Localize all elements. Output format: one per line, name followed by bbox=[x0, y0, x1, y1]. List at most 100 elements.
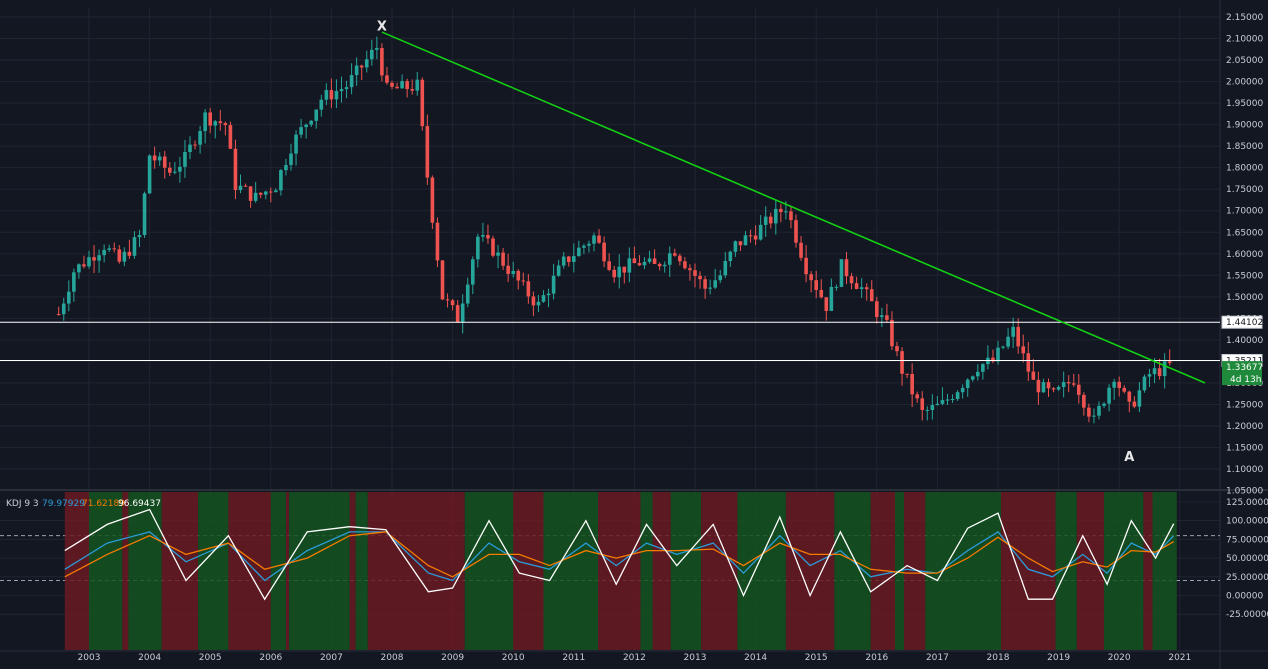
candle-body bbox=[673, 253, 677, 256]
y-tick-label: 1.70000 bbox=[1226, 207, 1263, 217]
candle-body bbox=[637, 263, 642, 266]
candle-body bbox=[289, 153, 293, 165]
kdj-k-value: 79.97929 bbox=[42, 499, 85, 509]
candle-body bbox=[834, 286, 839, 288]
candle-body bbox=[324, 90, 329, 100]
kdj-y-tick-label: 100.00000 bbox=[1226, 517, 1268, 527]
candle-body bbox=[87, 257, 91, 267]
candle-body bbox=[1001, 346, 1005, 348]
kdj-y-tick-label: 50.00000 bbox=[1226, 554, 1268, 564]
candle-body bbox=[693, 270, 697, 276]
candle-body bbox=[168, 167, 172, 173]
candle-body bbox=[269, 191, 273, 193]
kdj-band-green bbox=[543, 492, 599, 650]
candle-body bbox=[678, 255, 682, 262]
candle-body bbox=[1077, 384, 1081, 395]
candle-body bbox=[279, 170, 283, 191]
candle-body bbox=[395, 86, 399, 89]
candle-body bbox=[945, 399, 950, 401]
kdj-band-red bbox=[1001, 492, 1056, 650]
candle-body bbox=[1011, 326, 1015, 337]
x-tick-label: 2015 bbox=[805, 653, 828, 663]
y-tick-label: 1.85000 bbox=[1226, 142, 1263, 152]
candle-body bbox=[61, 303, 66, 315]
x-tick-label: 2005 bbox=[199, 653, 222, 663]
candle-body bbox=[1087, 407, 1091, 417]
y-tick-label: 1.05000 bbox=[1226, 487, 1263, 497]
candle-body bbox=[900, 351, 904, 374]
candle-body bbox=[1066, 382, 1071, 384]
y-tick-label: 1.65000 bbox=[1226, 228, 1263, 238]
y-tick-label: 2.05000 bbox=[1226, 56, 1263, 66]
candle-body bbox=[768, 216, 773, 224]
y-tick-label: 1.50000 bbox=[1226, 293, 1263, 303]
candle-body bbox=[127, 251, 132, 256]
candle-body bbox=[667, 253, 672, 265]
candle-body bbox=[572, 256, 576, 262]
candle-body bbox=[309, 120, 313, 125]
candle-body bbox=[238, 185, 243, 191]
kdj-band-green bbox=[128, 492, 162, 650]
candle-body bbox=[1137, 390, 1142, 407]
candle-body bbox=[869, 289, 874, 302]
y-tick-label: 1.15000 bbox=[1226, 444, 1263, 454]
kdj-j-value: 96.69437 bbox=[118, 499, 161, 509]
candle-body bbox=[445, 299, 450, 301]
candle-body bbox=[521, 280, 526, 282]
candle-body bbox=[976, 371, 980, 377]
candle-body bbox=[142, 193, 147, 236]
candle-body bbox=[824, 297, 829, 311]
candle-body bbox=[107, 248, 111, 250]
candle-body bbox=[763, 216, 768, 225]
candle-body bbox=[370, 49, 374, 60]
candle-body bbox=[1142, 376, 1147, 391]
candle-body bbox=[157, 156, 162, 161]
candle-body bbox=[1117, 381, 1121, 388]
candle-body bbox=[617, 266, 622, 278]
candle-body bbox=[915, 394, 919, 399]
candle-body bbox=[743, 235, 748, 246]
kdj-band-green bbox=[834, 492, 871, 650]
candle-body bbox=[839, 259, 844, 287]
candle-body bbox=[359, 65, 364, 68]
candle-body bbox=[223, 123, 228, 126]
x-tick-label: 2012 bbox=[623, 653, 646, 663]
candle-body bbox=[607, 261, 611, 270]
candle-body bbox=[435, 222, 440, 261]
candle-body bbox=[864, 287, 869, 290]
kdj-band-red bbox=[228, 492, 271, 650]
candle-body bbox=[162, 156, 167, 168]
candle-body bbox=[652, 258, 657, 264]
candle-body bbox=[112, 248, 117, 250]
candle-body bbox=[920, 398, 925, 410]
candle-body bbox=[339, 89, 344, 92]
candle-body bbox=[930, 404, 935, 410]
kdj-line-d bbox=[64, 531, 1175, 578]
kdj-band-red bbox=[161, 492, 199, 650]
candle-body bbox=[152, 155, 157, 161]
kdj-y-tick-label: -25.00000 bbox=[1226, 610, 1268, 620]
candle-body bbox=[476, 236, 480, 260]
axes: 2.15000 2.10000 2.05000 2.00000 1.95000 1.900… bbox=[78, 13, 1268, 663]
candle-body bbox=[779, 208, 783, 213]
candle-body bbox=[541, 295, 546, 302]
candle-body bbox=[703, 279, 707, 289]
candle-body bbox=[784, 211, 788, 213]
candle-body bbox=[97, 255, 101, 261]
candle-body bbox=[981, 364, 985, 372]
candle-body bbox=[511, 270, 515, 274]
candle-body bbox=[1102, 403, 1106, 406]
candle-body bbox=[970, 376, 975, 380]
candle-body bbox=[284, 164, 288, 171]
kdj-band-red bbox=[1076, 492, 1105, 650]
candle-body bbox=[329, 90, 334, 100]
candle-body bbox=[198, 131, 202, 145]
candle-body bbox=[344, 87, 349, 90]
candle-body bbox=[713, 280, 717, 288]
candle-body bbox=[334, 91, 339, 100]
kdj-band-red bbox=[652, 492, 671, 650]
kdj-band-red bbox=[904, 492, 926, 650]
kdj-band-red bbox=[285, 492, 289, 650]
kdj-band-green bbox=[288, 492, 350, 650]
kdj-band-green bbox=[89, 492, 123, 650]
